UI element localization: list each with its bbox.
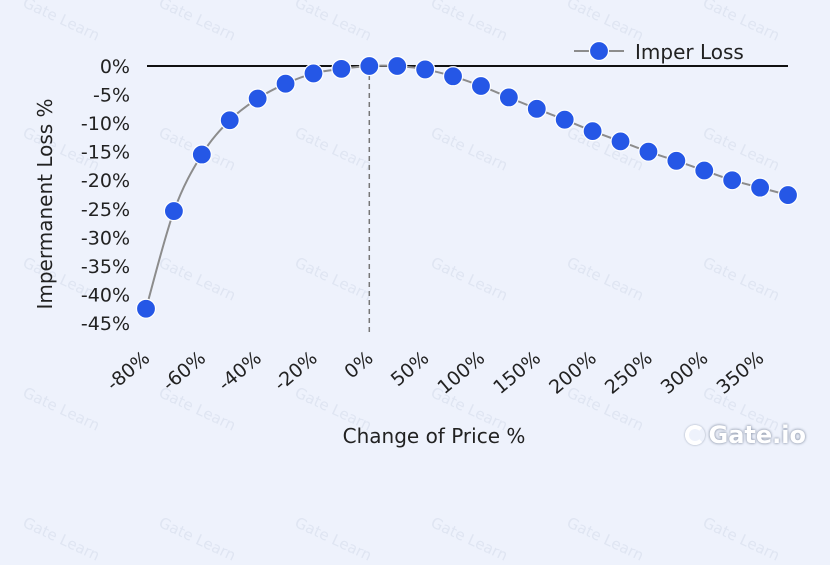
x-tick-label: 350%: [713, 347, 769, 399]
data-point: [498, 87, 519, 108]
series-line: [145, 64, 789, 309]
watermark: Gate Learn: [564, 513, 647, 565]
data-point: [442, 66, 464, 87]
x-tick-label: -40%: [214, 347, 266, 395]
data-point: [610, 131, 631, 152]
y-tick-label: -35%: [81, 256, 130, 278]
x-axis-title: Change of Price %: [343, 424, 526, 448]
x-tick-label: 50%: [387, 347, 433, 391]
brand-name: Gate.io: [708, 421, 806, 449]
y-tick-label: -20%: [81, 170, 130, 192]
watermark: Gate Learn: [700, 513, 783, 565]
y-tick-label: -5%: [93, 85, 130, 107]
y-tick-label: -10%: [81, 113, 130, 135]
data-point: [303, 63, 324, 84]
data-point: [247, 88, 268, 109]
y-tick-label: -45%: [81, 313, 130, 335]
legend-marker: [588, 40, 610, 62]
legend-label: Imper Loss: [635, 40, 744, 64]
y-tick-label: -40%: [81, 284, 130, 306]
data-point: [331, 58, 352, 79]
data-point: [554, 109, 575, 130]
data-point: [666, 150, 687, 171]
x-tick-label: 250%: [601, 347, 657, 399]
data-point: [749, 177, 771, 198]
data-point: [526, 98, 547, 119]
data-point: [638, 141, 659, 162]
x-tick-label: -60%: [158, 347, 210, 395]
data-point: [582, 121, 603, 142]
data-point: [359, 55, 380, 77]
data-point: [722, 170, 743, 191]
y-tick-label: 0%: [100, 56, 130, 78]
data-point: [415, 59, 436, 80]
data-point: [694, 160, 715, 181]
y-tick-label: -25%: [81, 199, 130, 221]
data-point: [135, 298, 157, 319]
y-axis-title: Impermanent Loss %: [33, 98, 57, 309]
y-tick-label: -30%: [81, 227, 130, 249]
x-tick-label: 200%: [545, 347, 601, 399]
impermanent-loss-chart: 0% -5% -10% -15% -20% -25% -30% -35% -40% -45% -80…: [33, 40, 799, 448]
data-point: [219, 110, 240, 131]
watermark: Gate Learn: [428, 513, 511, 565]
watermark: Gate Learn: [292, 513, 375, 565]
x-tick-label: 300%: [657, 347, 713, 399]
data-point: [470, 75, 492, 97]
x-tick-label: -20%: [270, 347, 322, 395]
data-point: [191, 144, 212, 165]
x-tick-label: -80%: [102, 347, 154, 395]
x-tick-label: 100%: [433, 347, 489, 399]
data-point: [275, 73, 296, 94]
data-point: [777, 184, 799, 206]
y-tick-label: -15%: [81, 142, 130, 164]
data-point: [163, 200, 185, 222]
watermark: Gate Learn: [20, 513, 103, 565]
watermark: Gate Learn: [156, 513, 239, 565]
gate-io-logo: Gate.io: [684, 421, 806, 449]
gate-logo-icon: [684, 425, 705, 445]
x-tick-label: 0%: [340, 347, 377, 383]
data-point: [387, 55, 408, 77]
x-tick-label: 150%: [489, 347, 545, 399]
